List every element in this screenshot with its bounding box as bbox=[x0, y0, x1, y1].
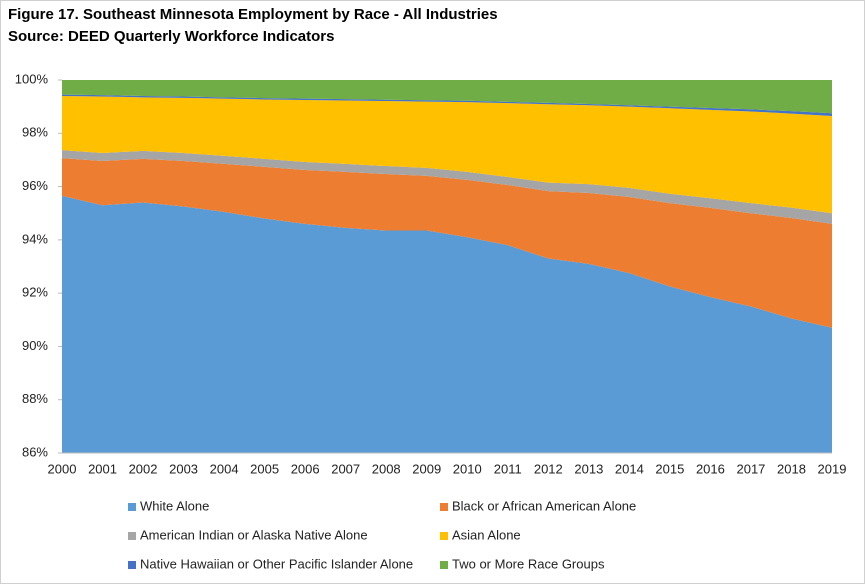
x-tick-label: 2007 bbox=[331, 461, 360, 476]
legend-label: Asian Alone bbox=[452, 527, 521, 542]
x-tick-label: 2005 bbox=[250, 461, 279, 476]
chart-title: Figure 17. Southeast Minnesota Employmen… bbox=[8, 6, 498, 23]
x-tick-label: 2015 bbox=[655, 461, 684, 476]
area bbox=[62, 80, 832, 114]
x-tick-label: 2011 bbox=[494, 461, 522, 476]
legend-label: Black or African American Alone bbox=[452, 498, 636, 513]
x-tick-label: 2017 bbox=[736, 461, 765, 476]
y-tick-label: 96% bbox=[22, 178, 48, 193]
x-tick-label: 2019 bbox=[818, 461, 847, 476]
x-tick-label: 2001 bbox=[88, 461, 117, 476]
x-tick-label: 2006 bbox=[291, 461, 320, 476]
y-tick-label: 90% bbox=[22, 338, 48, 353]
legend-swatch bbox=[440, 532, 448, 540]
legend-label: Native Hawaiian or Other Pacific Islande… bbox=[140, 556, 413, 571]
x-tick-label: 2016 bbox=[696, 461, 725, 476]
x-tick-label: 2000 bbox=[48, 461, 77, 476]
x-tick-label: 2004 bbox=[210, 461, 239, 476]
plot-area bbox=[62, 80, 832, 453]
area bbox=[62, 158, 832, 328]
area bbox=[62, 150, 832, 224]
y-tick-label: 100% bbox=[15, 71, 49, 86]
x-tick-label: 2008 bbox=[372, 461, 401, 476]
legend-swatch bbox=[128, 532, 136, 540]
x-tick-label: 2012 bbox=[534, 461, 563, 476]
legend-swatch bbox=[128, 561, 136, 569]
y-tick-label: 92% bbox=[22, 285, 48, 300]
y-tick-label: 86% bbox=[22, 444, 48, 459]
area bbox=[62, 95, 832, 214]
y-tick-label: 94% bbox=[22, 231, 48, 246]
legend-label: White Alone bbox=[140, 498, 209, 513]
x-tick-label: 2009 bbox=[412, 461, 441, 476]
legend-swatch bbox=[440, 503, 448, 511]
x-tick-label: 2002 bbox=[129, 461, 158, 476]
x-tick-label: 2003 bbox=[169, 461, 198, 476]
x-tick-label: 2010 bbox=[453, 461, 482, 476]
legend-label: Two or More Race Groups bbox=[452, 556, 605, 571]
x-tick-label: 2018 bbox=[777, 461, 806, 476]
area bbox=[62, 195, 832, 453]
area bbox=[62, 94, 832, 116]
x-tick-label: 2014 bbox=[615, 461, 644, 476]
legend-label: American Indian or Alaska Native Alone bbox=[140, 527, 368, 542]
legend-swatch bbox=[440, 561, 448, 569]
y-tick-label: 98% bbox=[22, 125, 48, 140]
legend-swatch bbox=[128, 503, 136, 511]
chart-subtitle: Source: DEED Quarterly Workforce Indicat… bbox=[8, 28, 334, 45]
x-tick-label: 2013 bbox=[574, 461, 603, 476]
y-tick-label: 88% bbox=[22, 391, 48, 406]
